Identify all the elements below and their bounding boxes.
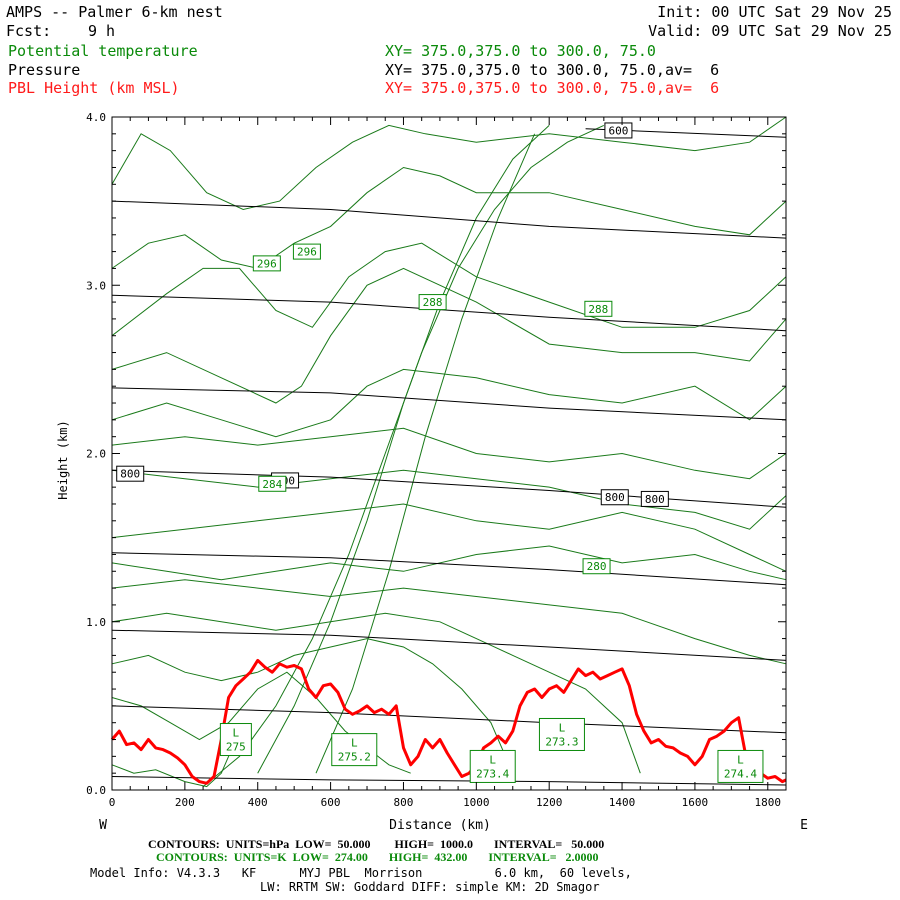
pressure-contour-7: [111, 200, 787, 239]
low-label-value-3: 273.3: [545, 735, 578, 748]
theta-label-3: 288: [588, 303, 608, 316]
pressure-label-4: 800: [645, 493, 665, 506]
pressure-label-0-box: [604, 122, 633, 139]
footer-model-info: Model Info: V4.3.3 KF MYJ PBL Morrison 6…: [90, 866, 632, 880]
init-time: Init: 00 UTC Sat 29 Nov 25: [657, 3, 892, 21]
low-label-letter-4: L: [737, 753, 744, 766]
theta-label-2-box: [418, 294, 447, 311]
y-tick-label-2: 2.0: [86, 448, 106, 461]
x-tick-label-5: 1000: [463, 796, 490, 809]
pressure-contour-0: [111, 776, 787, 786]
pressure-contour-3: [111, 552, 787, 586]
theta-label-1: 296: [297, 246, 317, 259]
low-label-box-3: [538, 717, 585, 751]
low-label-box-1: [331, 733, 378, 767]
plot-title: AMPS -- Palmer 6-km nest: [6, 3, 223, 21]
forecast-label: Fcst:: [6, 22, 52, 40]
pressure-contour-6: [111, 294, 787, 332]
pressure-label-0: 600: [608, 124, 628, 137]
theta-label-5-box: [582, 558, 611, 575]
theta-contour-0: [111, 739, 237, 788]
theta-contour-12: [111, 166, 787, 269]
y-axis-label: Height (km): [56, 420, 70, 499]
low-label-box-2: [469, 749, 516, 783]
y-tick-label-1: 1.0: [86, 616, 106, 629]
theta-contour-16: [315, 133, 536, 774]
legend-theta-xy: XY= 375.0,375.0 to 300.0, 75.0: [385, 42, 656, 60]
x-tick-label-6: 1200: [536, 796, 563, 809]
theta-contour-5: [111, 545, 787, 581]
x-tick-label-9: 1800: [755, 796, 782, 809]
footer-pressure-contours: CONTOURS: UNITS=hPa LOW= 50.000 HIGH= 10…: [148, 837, 605, 851]
pressure-label-3-box: [600, 489, 629, 506]
y-tick-label-3: 3.0: [86, 279, 106, 292]
low-label-letter-3: L: [559, 721, 566, 734]
theta-contour-13: [111, 116, 787, 211]
legend-pbl: PBL Height (km MSL): [8, 79, 180, 97]
pressure-contour-5: [111, 387, 787, 421]
x-tick-label-0: 0: [109, 796, 116, 809]
low-label-box-0: [219, 723, 252, 757]
pressure-contour-1: [111, 705, 787, 734]
theta-contour-8: [111, 427, 787, 480]
theta-label-1-box: [292, 243, 321, 260]
west-label: W: [99, 818, 107, 833]
theta-contour-2: [111, 638, 514, 774]
legend-pbl-xy: XY= 375.0,375.0 to 300.0, 75.0,av= 6: [385, 79, 720, 97]
theta-contour-9: [111, 368, 787, 438]
legend-pressure: Pressure: [8, 61, 81, 79]
low-label-value-4: 274.4: [724, 767, 757, 780]
theta-contour-10: [111, 267, 787, 404]
theta-contour-3: [111, 612, 641, 774]
legend-theta: Potential temperature: [8, 42, 198, 60]
theta-label-4-box: [258, 475, 287, 492]
x-tick-label-7: 1400: [609, 796, 636, 809]
theta-contour-4: [111, 579, 787, 665]
theta-contour-11: [111, 242, 787, 337]
low-label-value-0: 275: [226, 741, 246, 754]
y-tick-label-4: 4.0: [86, 111, 106, 124]
theta-label-0-box: [252, 255, 281, 272]
theta-contour-7: [111, 469, 787, 530]
x-axis-label: Distance (km): [389, 818, 491, 833]
east-label: E: [800, 818, 808, 833]
low-label-value-1: 275.2: [338, 751, 371, 764]
low-label-letter-1: L: [351, 737, 358, 750]
footer-theta-contours: CONTOURS: UNITS=K LOW= 274.00 HIGH= 432.…: [156, 850, 599, 864]
pressure-label-3: 800: [605, 491, 625, 504]
forecast-hour: 9 h: [88, 22, 116, 40]
pbl-height-line: [110, 658, 787, 785]
theta-contour-14: [202, 124, 605, 787]
y-tick-label-0: 0.0: [86, 784, 106, 797]
theta-label-2: 288: [423, 296, 443, 309]
pressure-contour-2: [111, 629, 787, 661]
theta-label-0: 296: [257, 257, 277, 270]
legend-pressure-xy: XY= 375.0,375.0 to 300.0, 75.0,av= 6: [385, 61, 720, 79]
low-label-letter-0: L: [233, 727, 240, 740]
pressure-label-1: 800: [120, 468, 140, 481]
theta-label-5: 280: [587, 560, 607, 573]
pressure-label-4-box: [640, 490, 669, 507]
pressure-label-1-box: [116, 465, 145, 482]
low-label-value-2: 273.4: [476, 767, 509, 780]
low-label-box-4: [717, 749, 764, 783]
x-tick-label-2: 400: [248, 796, 268, 809]
valid-time: Valid: 09 UTC Sat 29 Nov 25: [648, 22, 892, 40]
theta-contour-15: [257, 125, 550, 774]
x-tick-label-3: 600: [321, 796, 341, 809]
x-tick-label-8: 1600: [682, 796, 709, 809]
x-tick-label-4: 800: [394, 796, 414, 809]
low-label-letter-2: L: [489, 753, 496, 766]
theta-contour-6: [111, 503, 787, 572]
theta-label-4: 284: [262, 478, 282, 491]
plot-frame: [111, 116, 787, 791]
x-tick-label-1: 200: [175, 796, 195, 809]
theta-label-3-box: [584, 300, 613, 317]
footer-physics-info: LW: RRTM SW: Goddard DIFF: simple KM: 2D…: [260, 880, 600, 894]
